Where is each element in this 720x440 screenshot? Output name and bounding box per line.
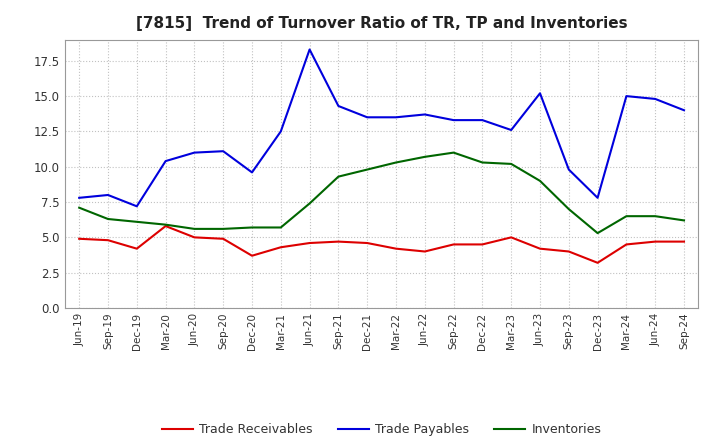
Trade Receivables: [305, 240, 314, 246]
Trade Payables: [75, 195, 84, 201]
Trade Receivables: [248, 253, 256, 258]
Line: Trade Payables: Trade Payables: [79, 49, 684, 206]
Inventories: [219, 226, 228, 231]
Inventories: [75, 205, 84, 210]
Inventories: [363, 167, 372, 172]
Trade Receivables: [478, 242, 487, 247]
Trade Payables: [564, 167, 573, 172]
Trade Receivables: [334, 239, 343, 244]
Legend: Trade Receivables, Trade Payables, Inventories: Trade Receivables, Trade Payables, Inven…: [157, 418, 606, 440]
Trade Payables: [132, 204, 141, 209]
Trade Receivables: [132, 246, 141, 251]
Trade Payables: [449, 117, 458, 123]
Trade Payables: [248, 170, 256, 175]
Trade Receivables: [651, 239, 660, 244]
Trade Receivables: [276, 245, 285, 250]
Trade Payables: [190, 150, 199, 155]
Inventories: [536, 178, 544, 183]
Trade Payables: [392, 115, 400, 120]
Trade Receivables: [536, 246, 544, 251]
Inventories: [104, 216, 112, 222]
Inventories: [276, 225, 285, 230]
Title: [7815]  Trend of Turnover Ratio of TR, TP and Inventories: [7815] Trend of Turnover Ratio of TR, TP…: [136, 16, 627, 32]
Inventories: [449, 150, 458, 155]
Inventories: [622, 213, 631, 219]
Inventories: [161, 222, 170, 227]
Inventories: [248, 225, 256, 230]
Trade Payables: [478, 117, 487, 123]
Trade Receivables: [104, 238, 112, 243]
Inventories: [334, 174, 343, 179]
Inventories: [680, 218, 688, 223]
Line: Trade Receivables: Trade Receivables: [79, 226, 684, 263]
Trade Receivables: [420, 249, 429, 254]
Trade Payables: [363, 115, 372, 120]
Trade Receivables: [564, 249, 573, 254]
Trade Receivables: [219, 236, 228, 242]
Trade Receivables: [680, 239, 688, 244]
Inventories: [651, 213, 660, 219]
Inventories: [420, 154, 429, 159]
Line: Inventories: Inventories: [79, 153, 684, 233]
Trade Payables: [420, 112, 429, 117]
Trade Payables: [593, 195, 602, 201]
Trade Receivables: [75, 236, 84, 242]
Trade Receivables: [507, 235, 516, 240]
Inventories: [507, 161, 516, 167]
Trade Receivables: [392, 246, 400, 251]
Inventories: [190, 226, 199, 231]
Inventories: [392, 160, 400, 165]
Inventories: [305, 201, 314, 206]
Inventories: [132, 219, 141, 224]
Trade Payables: [651, 96, 660, 102]
Trade Receivables: [449, 242, 458, 247]
Trade Payables: [622, 93, 631, 99]
Trade Payables: [507, 127, 516, 132]
Trade Payables: [334, 103, 343, 109]
Trade Payables: [104, 192, 112, 198]
Trade Receivables: [190, 235, 199, 240]
Inventories: [564, 206, 573, 212]
Trade Payables: [219, 149, 228, 154]
Trade Payables: [305, 47, 314, 52]
Trade Receivables: [161, 224, 170, 229]
Inventories: [593, 231, 602, 236]
Trade Receivables: [363, 240, 372, 246]
Inventories: [478, 160, 487, 165]
Trade Receivables: [622, 242, 631, 247]
Trade Payables: [276, 129, 285, 134]
Trade Receivables: [593, 260, 602, 265]
Trade Payables: [680, 108, 688, 113]
Trade Payables: [161, 158, 170, 164]
Trade Payables: [536, 91, 544, 96]
